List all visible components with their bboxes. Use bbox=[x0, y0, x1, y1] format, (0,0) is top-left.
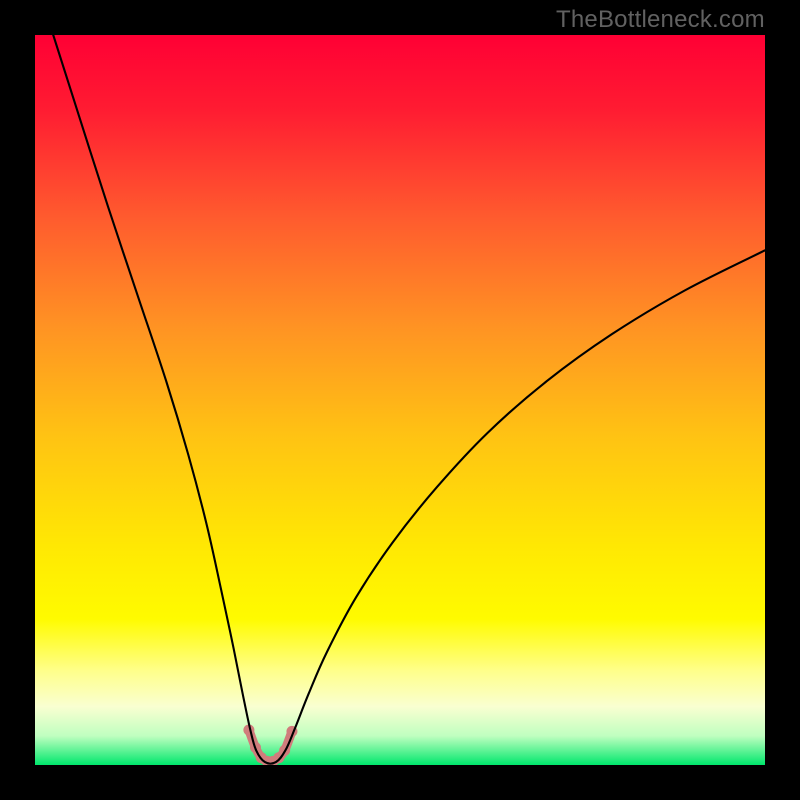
watermark-text: TheBottleneck.com bbox=[556, 6, 765, 34]
bottleneck-curve-chart bbox=[0, 0, 800, 800]
